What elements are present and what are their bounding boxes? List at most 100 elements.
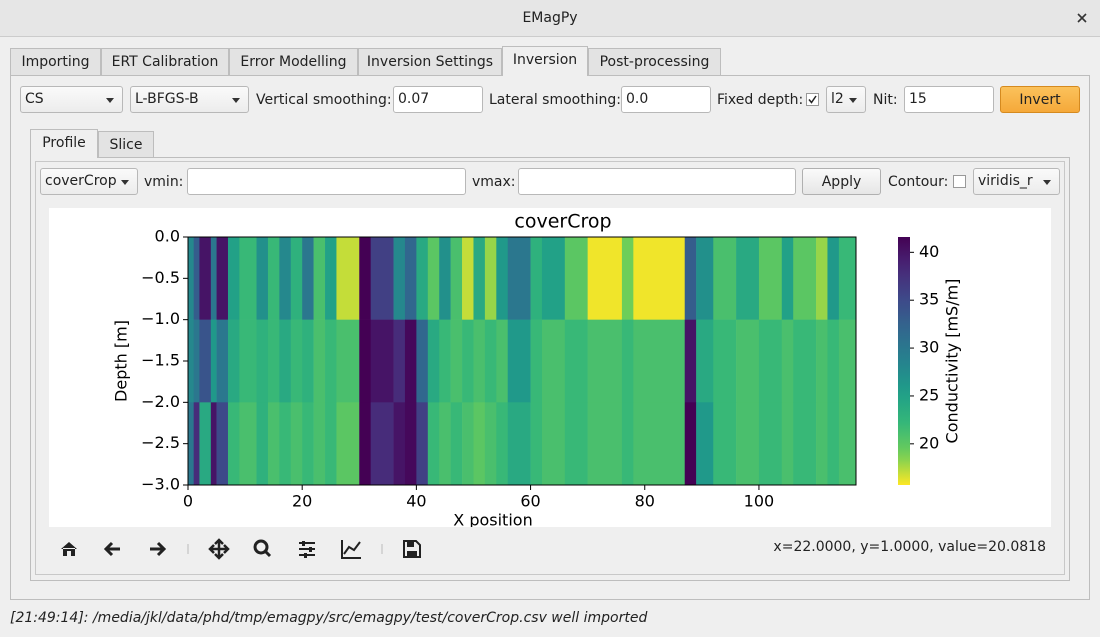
- heatmap-cell: [633, 319, 686, 403]
- heatmap-cell: [359, 402, 372, 486]
- heatmap-cell: [507, 402, 531, 486]
- heatmap-cell: [713, 402, 737, 486]
- heatmap-cell: [239, 237, 257, 320]
- home-icon[interactable]: [61, 542, 77, 556]
- heatmap-cell: [633, 402, 686, 486]
- heatmap-cell: [462, 319, 474, 403]
- heatmap-cell: [736, 319, 760, 403]
- heatmap-cell: [541, 319, 566, 403]
- coordinates: x=22.0000, y=1.0000, value=20.0818: [773, 539, 1046, 555]
- axes-icon[interactable]: [341, 540, 361, 559]
- subtab[interactable]: Slice: [98, 131, 154, 158]
- heatmap-cell: [427, 402, 440, 486]
- heatmap-cell: [325, 237, 337, 320]
- heatmap-cell: [359, 237, 372, 320]
- heatmap-cell: [484, 402, 497, 486]
- pan-icon[interactable]: [208, 538, 230, 560]
- back-icon[interactable]: [103, 541, 120, 557]
- heatmap-cell: [325, 319, 337, 403]
- heatmap-cell: [313, 237, 326, 320]
- status-bar: [21:49:14]: /media/jkl/data/phd/tmp/emag…: [10, 610, 648, 626]
- checkbox[interactable]: [953, 175, 966, 188]
- heatmap-cell: [450, 237, 463, 320]
- x-tick-label: 60: [520, 492, 540, 511]
- tab[interactable]: Error Modelling: [229, 48, 358, 75]
- heatmap-cell: [216, 319, 229, 403]
- heatmap-cell: [393, 237, 406, 320]
- heatmap-cell: [587, 402, 623, 486]
- zoom-icon[interactable]: [253, 539, 272, 558]
- checkbox-checked[interactable]: [806, 93, 819, 106]
- save-icon[interactable]: [403, 540, 421, 558]
- tab[interactable]: Importing: [10, 48, 101, 75]
- heatmap-cell: [193, 319, 200, 403]
- model-combo[interactable]: CS: [20, 86, 123, 113]
- heatmap-cell: [227, 237, 240, 320]
- heatmap-cell: [439, 237, 451, 320]
- heatmap-cell: [564, 319, 588, 403]
- heatmap-cell: [239, 319, 257, 403]
- heatmap-cell: [290, 237, 303, 320]
- heatmap-cell: [227, 319, 240, 403]
- heatmap-cell: [370, 402, 394, 486]
- heatmap-cell: [199, 402, 212, 486]
- x-tick-label: 40: [406, 492, 426, 511]
- label: Lateral smoothing:: [489, 92, 621, 108]
- heatmap-cell: [290, 402, 303, 486]
- input[interactable]: 0.07: [393, 86, 483, 113]
- heatmap-cell: [793, 237, 817, 320]
- colormap-combo[interactable]: viridis_r: [973, 168, 1060, 195]
- heatmap-cell: [781, 319, 794, 403]
- heatmap-cell: [416, 319, 429, 403]
- invert-button[interactable]: Invert: [1000, 86, 1080, 113]
- x-tick-label: 80: [635, 492, 655, 511]
- heatmap-cell: [450, 402, 463, 486]
- figure: coverCrop X position Depth [m] Conductiv…: [49, 208, 1051, 527]
- vmin-input[interactable]: [187, 168, 466, 195]
- heatmap-cell: [404, 402, 417, 486]
- input[interactable]: 0.0: [621, 86, 711, 113]
- y-tick-label: −1.5: [141, 351, 180, 370]
- heatmap-cell: [336, 237, 360, 320]
- method-combo[interactable]: L-BFGS-B: [130, 86, 249, 113]
- y-axis-label: Depth [m]: [112, 320, 131, 402]
- heatmap-cell: [239, 402, 257, 486]
- heatmap-cell: [279, 319, 292, 403]
- heatmap-cell: [484, 237, 497, 320]
- survey-combo[interactable]: coverCrop: [40, 168, 138, 195]
- norm-combo[interactable]: l2: [826, 86, 866, 113]
- heatmap-cell: [816, 402, 828, 486]
- heatmap-cell: [793, 402, 817, 486]
- heatmap-cell: [267, 402, 280, 486]
- close-button[interactable]: [1076, 12, 1088, 24]
- heatmap-cell: [416, 237, 429, 320]
- label: Contour:: [888, 174, 949, 190]
- subtab-active[interactable]: Profile: [30, 129, 98, 158]
- heatmap-cell: [462, 402, 474, 486]
- configure-icon[interactable]: [299, 541, 315, 558]
- heatmap-cell: [838, 402, 857, 486]
- heatmap-cell: [684, 319, 697, 403]
- heatmap-cell: [290, 319, 303, 403]
- apply-button[interactable]: Apply: [802, 168, 881, 195]
- heatmap-cell: [816, 319, 828, 403]
- heatmap-cell: [758, 237, 783, 320]
- input[interactable]: 15: [904, 86, 994, 113]
- heatmap-cell: [210, 237, 217, 320]
- vmax-input[interactable]: [518, 168, 796, 195]
- navigation-toolbar: [61, 538, 421, 560]
- tab[interactable]: ERT Calibration: [101, 48, 229, 75]
- tab[interactable]: Post-processing: [588, 48, 721, 75]
- tab-active[interactable]: Inversion: [502, 46, 588, 76]
- y-tick-label: −0.5: [141, 268, 180, 287]
- label: Nit:: [873, 92, 898, 108]
- heatmap-cell: [256, 402, 269, 486]
- heatmap-cell: [758, 402, 783, 486]
- colorbar-tick-label: 25: [919, 385, 939, 404]
- x-tick-label: 0: [183, 492, 193, 511]
- heatmap-cell: [530, 237, 543, 320]
- forward-icon[interactable]: [150, 541, 167, 557]
- heatmap-cell: [427, 237, 440, 320]
- heatmap-cell: [827, 402, 840, 486]
- tab[interactable]: Inversion Settings: [358, 48, 502, 75]
